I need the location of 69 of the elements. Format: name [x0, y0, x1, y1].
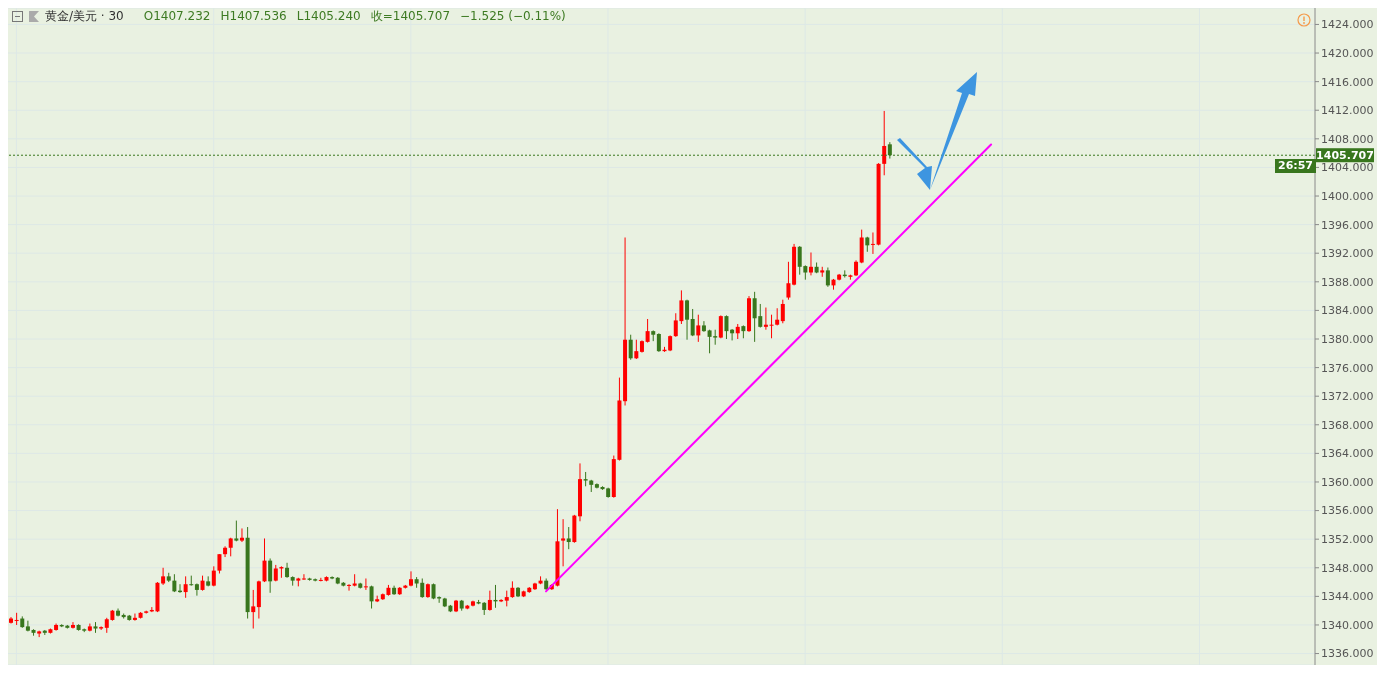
candlestick — [189, 575, 194, 587]
candlestick — [786, 261, 791, 301]
candlestick — [251, 589, 256, 630]
y-tick-label: 1344.000 — [1321, 590, 1374, 604]
candlestick — [566, 526, 571, 550]
y-tick-label: 1356.000 — [1321, 504, 1374, 518]
chart-title: 黄金/美元 · 30 — [45, 7, 124, 25]
ref-line-label: 1405.707 — [1316, 149, 1374, 163]
candlestick — [262, 537, 267, 583]
y-tick-label: 1392.000 — [1321, 247, 1374, 261]
candlestick — [14, 612, 19, 626]
candlestick — [363, 578, 368, 591]
candlestick — [239, 527, 244, 543]
candlestick — [9, 616, 13, 625]
y-tick-label: 1340.000 — [1321, 618, 1374, 632]
candlestick — [656, 332, 661, 353]
y-tick-label: 1412.000 — [1321, 104, 1374, 118]
candlestick — [194, 583, 199, 597]
y-tick-label: 1372.000 — [1321, 390, 1374, 404]
candlestick — [99, 625, 104, 631]
candlestick — [769, 314, 774, 339]
y-tick-label: 1368.000 — [1321, 418, 1374, 432]
candlestick — [870, 231, 875, 255]
y-tick-label: 1400.000 — [1321, 189, 1374, 203]
candlestick — [347, 583, 352, 592]
candlestick — [645, 318, 650, 344]
y-tick-label: 1364.000 — [1321, 447, 1374, 461]
candlestick — [808, 252, 813, 276]
candlestick — [634, 339, 639, 360]
y-tick-label: 1352.000 — [1321, 533, 1374, 547]
annotation: H1407.536 — [220, 9, 287, 23]
y-tick-label: 1384.000 — [1321, 304, 1374, 318]
candlestick — [223, 545, 228, 558]
y-tick-label: 1396.000 — [1321, 218, 1374, 232]
candlestick — [825, 267, 830, 288]
y-tick-label: 1360.000 — [1321, 475, 1374, 489]
annotation: 26:57 — [1275, 159, 1317, 174]
candlestick — [690, 308, 695, 337]
candlestick — [161, 567, 166, 586]
y-tick-label: 1424.000 — [1321, 18, 1374, 32]
annotation: −1.525 (−0.11%) — [460, 9, 566, 23]
candlestick — [25, 620, 30, 632]
candlestick — [408, 570, 413, 587]
candlestick — [780, 299, 785, 324]
candlestick — [685, 299, 690, 341]
y-tick-label: 1380.000 — [1321, 332, 1374, 346]
annotation: 收=1405.707 — [370, 7, 451, 25]
candlestick — [487, 590, 492, 612]
y-tick-label: 1336.000 — [1321, 647, 1374, 661]
candlestick — [301, 573, 306, 581]
y-tick-label: 1376.000 — [1321, 361, 1374, 375]
annotation: O1407.232 — [143, 9, 211, 23]
y-tick-label: 1420.000 — [1321, 46, 1374, 60]
candlestick — [628, 334, 633, 361]
y-tick-label: 1348.000 — [1321, 561, 1374, 575]
y-tick-label: 1408.000 — [1321, 132, 1374, 146]
y-tick-label: 1388.000 — [1321, 275, 1374, 289]
candlestick — [183, 575, 188, 599]
candlestick — [724, 314, 729, 340]
candlestick — [70, 621, 75, 630]
y-tick-label: 1416.000 — [1321, 75, 1374, 89]
candlestick — [217, 553, 222, 574]
candlestick — [696, 314, 701, 343]
candlestick — [268, 557, 273, 594]
candlestick — [882, 110, 887, 176]
y-tick-label: 1404.000 — [1321, 161, 1374, 175]
annotation: L1405.240 — [296, 9, 361, 23]
candlestick — [701, 320, 706, 333]
candlestick — [561, 518, 566, 567]
